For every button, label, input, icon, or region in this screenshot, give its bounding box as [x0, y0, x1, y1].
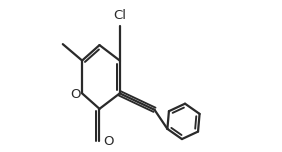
- Text: O: O: [103, 135, 113, 148]
- Text: Cl: Cl: [113, 9, 126, 22]
- Text: O: O: [70, 88, 81, 101]
